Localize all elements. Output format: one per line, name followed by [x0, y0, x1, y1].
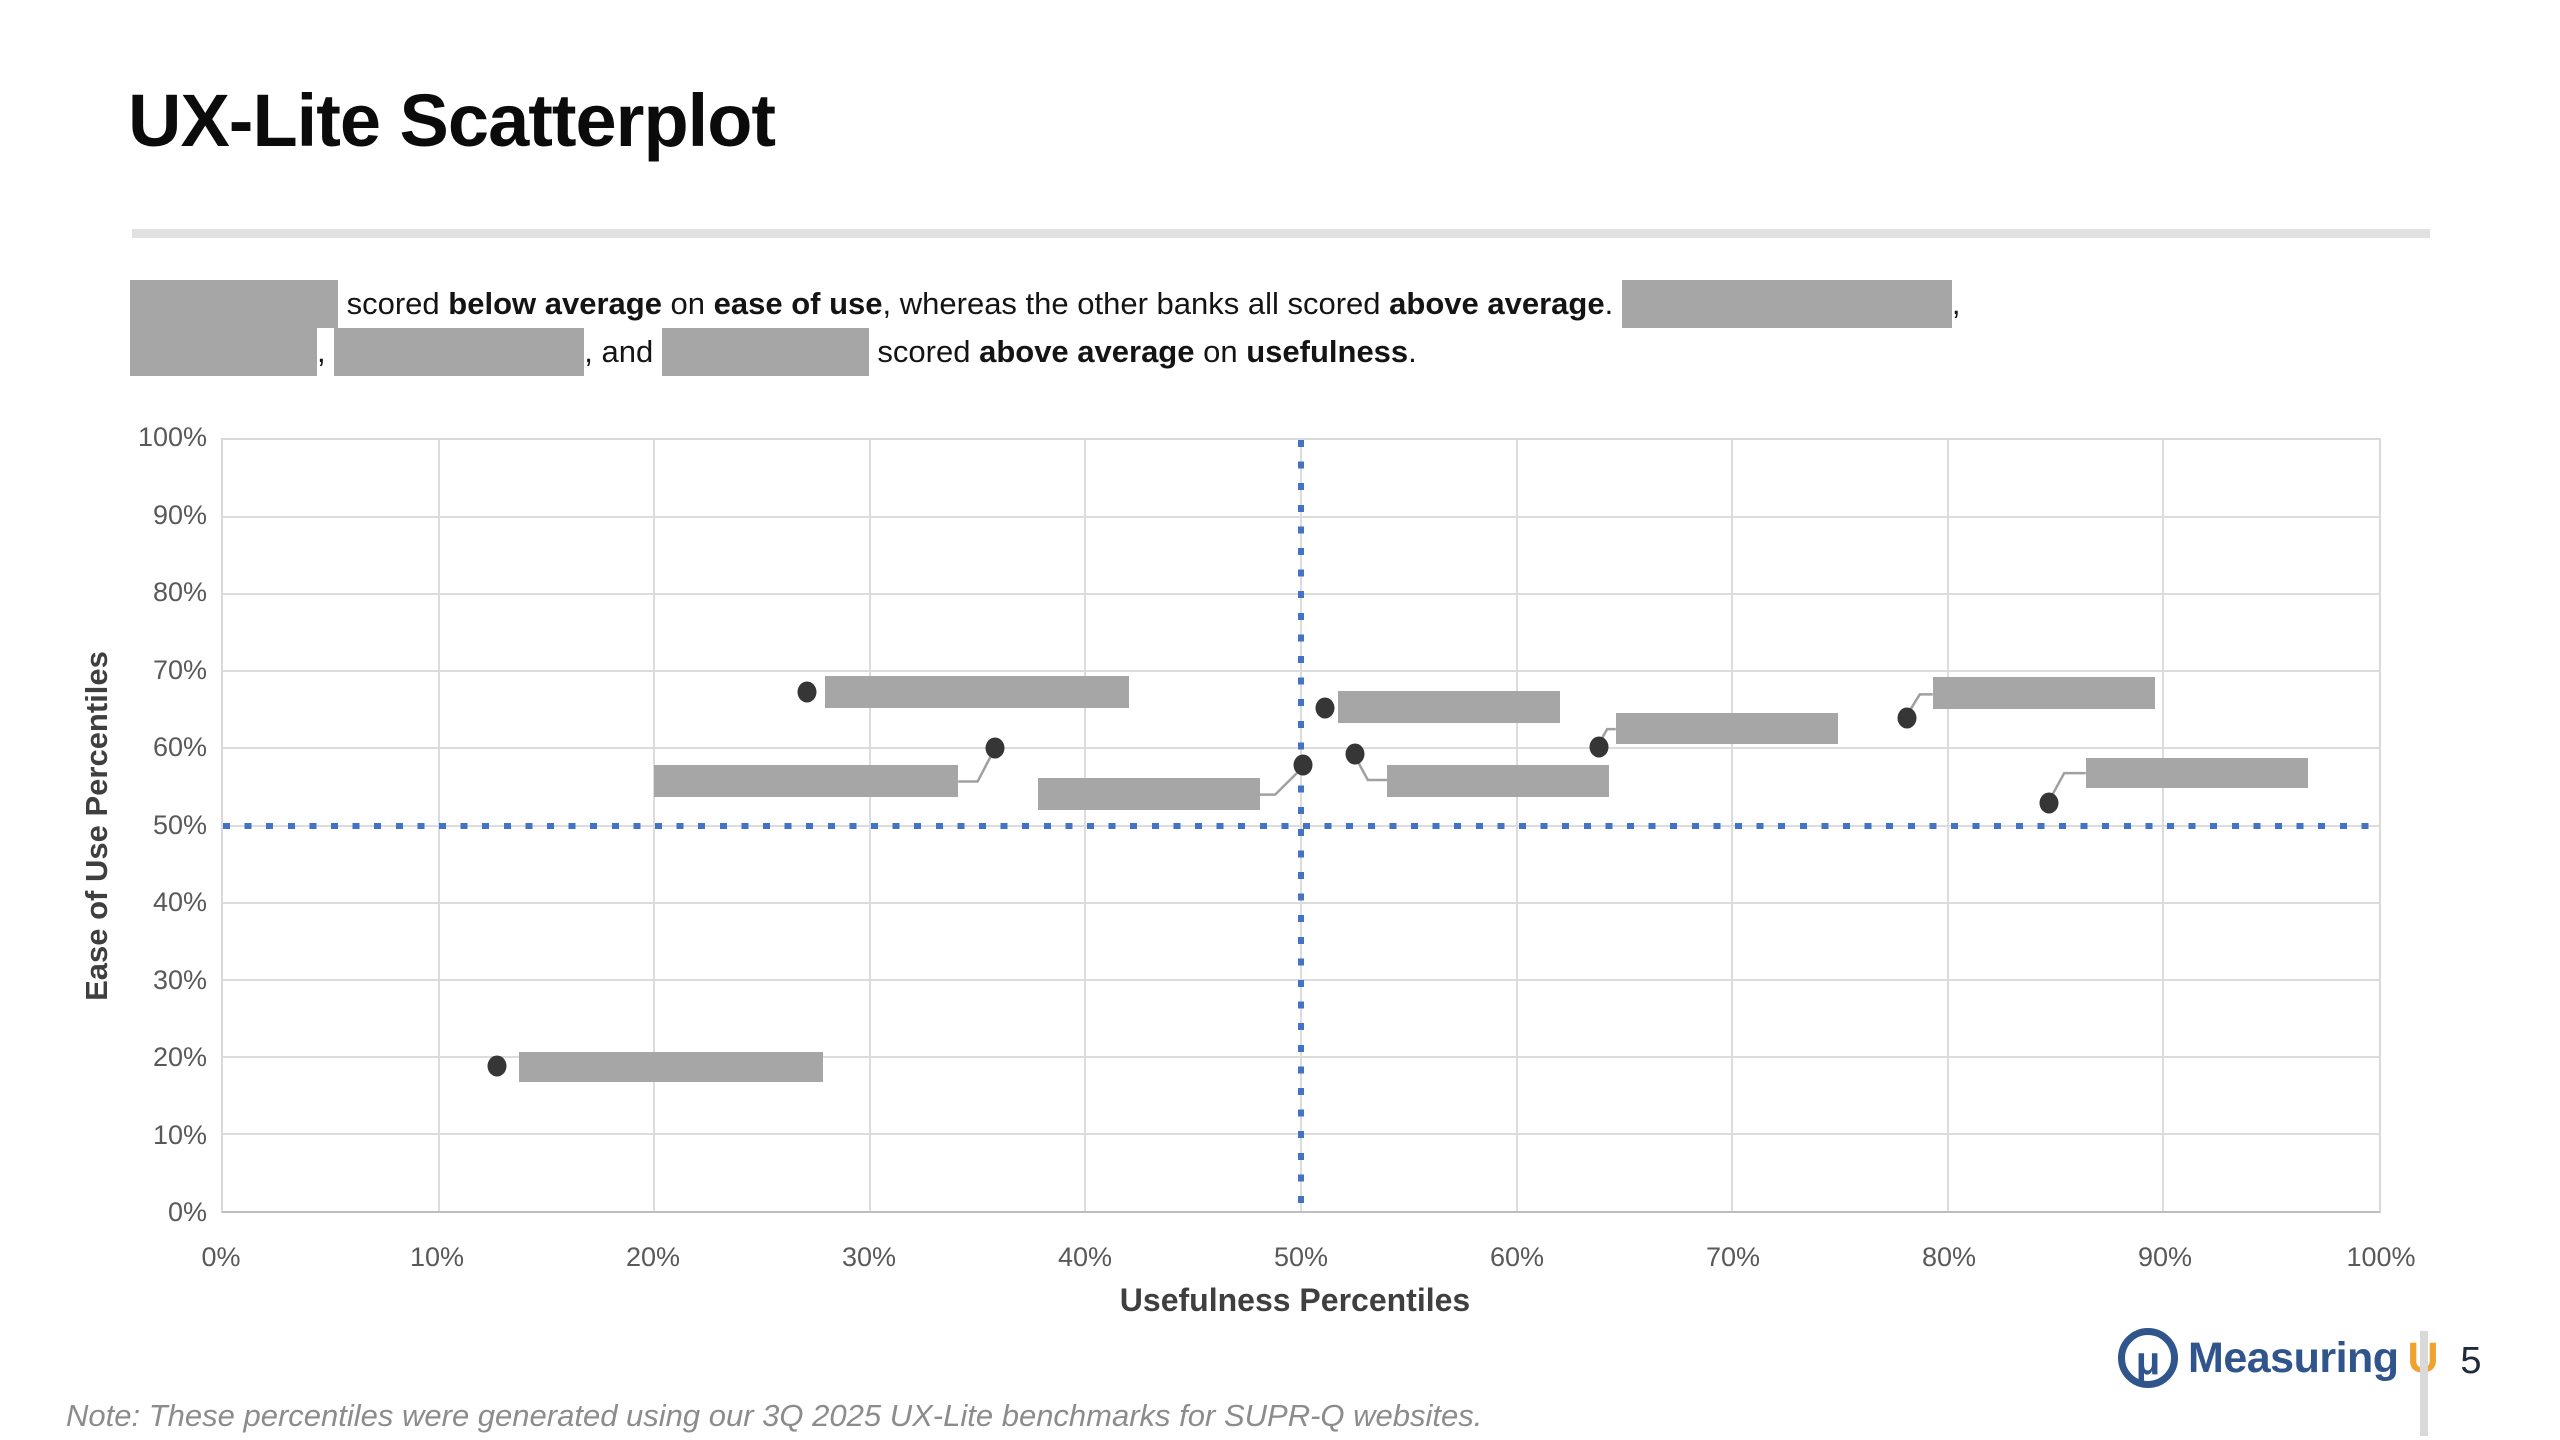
page-title: UX-Lite Scatterplot — [128, 79, 776, 162]
redacted-bank-name — [661, 328, 869, 376]
summary-paragraph: scored below average on ease of use, whe… — [130, 280, 2460, 376]
x-tick-label: 30% — [841, 1242, 897, 1272]
x-tick-label: 50% — [1273, 1242, 1329, 1272]
y-tick-label: 60% — [152, 732, 207, 762]
scatter-point — [487, 1055, 507, 1077]
redacted-point-label — [1337, 691, 1560, 723]
x-tick-label: 60% — [1489, 1242, 1545, 1272]
logo-brand-text: Measuring — [2188, 1333, 2399, 1382]
mu-symbol: μ — [2135, 1339, 2161, 1383]
redacted-point-label — [1615, 712, 1838, 744]
summary-line-2: , , and scored above average on usefulne… — [130, 328, 2460, 376]
leader-line — [1355, 756, 1387, 780]
page-number: 5 — [2460, 1340, 2482, 1382]
reference-line-50pct-vertical — [1298, 440, 1304, 1211]
x-tick-label: 10% — [409, 1242, 465, 1272]
summary-line-1: scored below average on ease of use, whe… — [130, 280, 2460, 328]
x-axis-title: Usefulness Percentiles — [1119, 1282, 1471, 1318]
y-tick-label: 20% — [152, 1042, 207, 1072]
y-tick-label: 10% — [152, 1119, 207, 1150]
summary-text: above average — [979, 334, 1195, 369]
leader-line — [958, 748, 995, 781]
footer-separator — [2420, 1331, 2428, 1436]
redacted-point-label — [519, 1052, 824, 1083]
redacted-point-label — [824, 675, 1129, 708]
x-tick-label: 90% — [2137, 1242, 2193, 1272]
scatter-point — [1293, 754, 1313, 776]
redacted-point-label — [1932, 677, 2155, 710]
x-tick-label: 0% — [201, 1242, 241, 1272]
summary-text: , — [317, 334, 335, 369]
scatter-point — [797, 681, 817, 703]
scatter-point — [1897, 707, 1917, 729]
summary-text: above average — [1389, 286, 1605, 321]
y-tick-label: 80% — [152, 577, 207, 607]
plot-area — [221, 438, 2381, 1213]
x-tick-label: 40% — [1057, 1242, 1113, 1272]
y-tick-label: 0% — [167, 1197, 207, 1227]
x-tick-label: 20% — [625, 1242, 681, 1272]
scatter-point — [2039, 792, 2059, 814]
x-tick-label: 100% — [2346, 1242, 2416, 1272]
summary-text: on — [661, 286, 714, 321]
y-tick-label: 30% — [152, 964, 207, 995]
summary-text: scored — [868, 334, 980, 369]
scatter-point — [1315, 697, 1335, 719]
logo-mu-circle-icon: μ — [2118, 1328, 2178, 1388]
redacted-point-label — [1387, 765, 1610, 797]
redacted-bank-name — [334, 328, 585, 376]
y-tick-label: 40% — [152, 887, 207, 917]
summary-text: below average — [448, 286, 662, 321]
summary-text: , and — [584, 334, 662, 369]
leader-lines-layer — [223, 440, 2379, 1211]
summary-text: , whereas the other banks all scored — [882, 286, 1390, 321]
summary-text: , — [1951, 286, 1961, 321]
x-tick-label: 70% — [1705, 1242, 1761, 1272]
scatter-point — [1589, 736, 1609, 758]
redacted-point-label — [2085, 757, 2308, 789]
summary-text: on — [1194, 334, 1247, 369]
redacted-bank-name — [130, 280, 338, 328]
footnote: Note: These percentiles were generated u… — [66, 1398, 1483, 1433]
leader-line — [1260, 767, 1303, 795]
scatter-point — [1345, 743, 1365, 765]
summary-text: . — [1604, 286, 1622, 321]
y-tick-label: 100% — [137, 422, 207, 452]
y-tick-label: 90% — [152, 499, 207, 530]
summary-text: ease of use — [713, 286, 883, 321]
y-tick-label: 70% — [152, 654, 207, 685]
summary-text: scored — [338, 286, 449, 321]
leader-line — [2049, 773, 2086, 801]
summary-text: . — [1408, 334, 1417, 369]
y-tick-label: 50% — [152, 809, 207, 840]
summary-text: usefulness — [1246, 334, 1409, 369]
redacted-point-label — [1037, 778, 1261, 811]
title-divider — [132, 229, 2430, 238]
measuringu-logo: μ Measuring U — [2118, 1328, 2439, 1388]
scatter-point — [985, 737, 1005, 759]
x-tick-label: 80% — [1921, 1242, 1977, 1272]
redacted-bank-name — [130, 328, 317, 376]
redacted-bank-name — [1621, 280, 1952, 328]
redacted-point-label — [654, 765, 959, 797]
